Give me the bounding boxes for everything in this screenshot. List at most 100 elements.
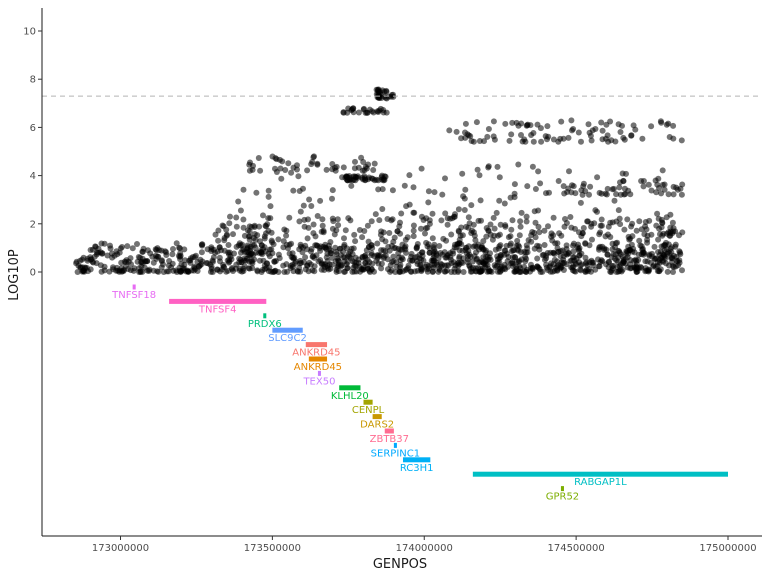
snp-point — [663, 121, 670, 128]
snp-point — [385, 243, 392, 250]
snp-point — [373, 86, 380, 93]
snp-point — [352, 238, 359, 245]
snp-point — [678, 137, 685, 144]
snp-point — [283, 232, 290, 239]
snp-point — [285, 160, 292, 167]
snp-point — [544, 123, 551, 130]
snp-point — [408, 250, 415, 257]
snp-point — [642, 258, 649, 265]
snp-point — [438, 217, 445, 224]
snp-point — [372, 211, 379, 218]
snp-point — [587, 132, 594, 139]
snp-point — [611, 197, 618, 204]
gene-bar — [393, 442, 397, 448]
snp-point — [410, 227, 417, 234]
snp-point — [494, 259, 501, 266]
snp-point — [662, 242, 669, 249]
snp-point — [509, 259, 516, 266]
snp-point — [233, 223, 240, 230]
snp-point — [260, 257, 267, 264]
snp-point — [309, 158, 316, 165]
y-tick-label: 4 — [30, 171, 36, 182]
snp-point — [444, 215, 451, 222]
snp-point — [373, 176, 380, 183]
snp-point — [654, 181, 661, 188]
snp-point — [532, 186, 539, 192]
snp-point — [333, 248, 340, 255]
gene-bar — [363, 399, 373, 405]
snp-point — [640, 178, 647, 184]
snp-point — [310, 221, 317, 228]
snp-point — [462, 186, 469, 193]
snp-point — [128, 261, 134, 268]
snp-point — [633, 227, 640, 234]
snp-point — [516, 232, 523, 239]
snp-point — [170, 267, 177, 274]
snp-point — [152, 246, 159, 253]
snp-point — [476, 172, 483, 179]
snp-point — [578, 138, 584, 145]
snp-point — [106, 268, 113, 275]
snp-point — [221, 247, 228, 254]
snp-point — [138, 259, 145, 266]
snp-point — [669, 259, 675, 266]
snp-point — [302, 242, 309, 249]
snp-point — [177, 256, 184, 263]
snp-point — [350, 176, 357, 183]
snp-point — [529, 163, 536, 170]
snp-point — [501, 200, 508, 207]
snp-point — [275, 236, 282, 243]
snp-point — [502, 223, 509, 230]
snp-point — [628, 132, 635, 139]
snp-point — [617, 129, 624, 135]
snp-point — [129, 245, 136, 252]
snp-point — [471, 232, 478, 239]
snp-point — [131, 265, 138, 272]
snp-point — [365, 238, 372, 245]
snp-point — [519, 138, 526, 145]
snp-point — [551, 256, 558, 263]
snp-point — [308, 203, 315, 209]
snp-point — [235, 242, 242, 249]
snp-point — [612, 251, 619, 258]
snp-point — [459, 170, 466, 177]
snp-point — [414, 267, 421, 274]
snp-point — [79, 256, 86, 263]
snp-point — [585, 121, 592, 128]
snp-point — [465, 214, 472, 221]
snp-point — [518, 209, 525, 216]
snp-point — [515, 122, 522, 129]
snp-point — [134, 241, 140, 247]
snp-point — [570, 248, 577, 255]
snp-point — [144, 258, 151, 265]
gene-label: DARS2 — [360, 420, 394, 431]
snp-point — [487, 231, 494, 238]
snp-point — [679, 229, 686, 236]
snp-point — [450, 259, 457, 266]
gene-bar — [384, 428, 394, 434]
snp-point — [638, 251, 645, 258]
snp-point — [253, 189, 260, 196]
snp-point — [588, 137, 595, 144]
snp-point — [371, 160, 378, 167]
snp-point — [290, 187, 297, 194]
snp-point — [158, 264, 165, 271]
snp-point — [243, 257, 250, 264]
snp-point — [619, 253, 626, 260]
snp-point — [140, 245, 147, 252]
snp-point — [608, 269, 615, 275]
snp-point — [118, 259, 125, 266]
snp-point — [467, 268, 474, 275]
snp-point — [324, 258, 331, 264]
snp-point — [136, 269, 143, 275]
snp-point — [282, 167, 289, 173]
gene-bar — [560, 486, 564, 492]
snp-point — [246, 167, 253, 174]
snp-point — [107, 242, 113, 249]
snp-point — [108, 250, 115, 257]
snp-point — [272, 165, 278, 172]
snp-point — [645, 181, 652, 188]
snp-point — [169, 251, 176, 258]
snp-point — [596, 244, 603, 251]
snp-point — [398, 210, 405, 217]
